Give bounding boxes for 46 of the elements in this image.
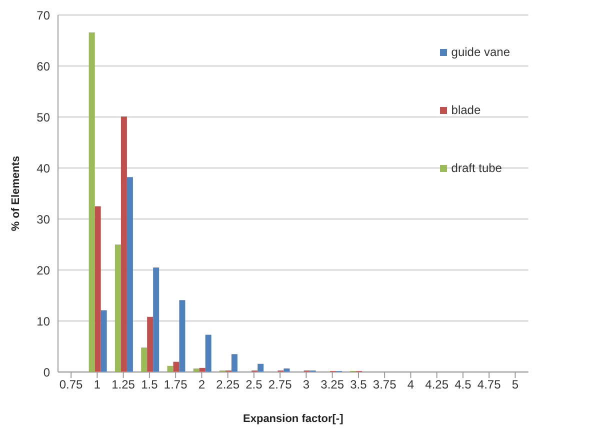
y-tick-label: 20 — [36, 263, 50, 278]
bar — [94, 206, 101, 372]
bar — [231, 354, 238, 372]
y-tick-label: 0 — [43, 365, 50, 380]
x-tick-label: 2.25 — [216, 378, 240, 392]
y-tick-label: 30 — [36, 212, 50, 226]
x-tick-label: 4.5 — [454, 378, 472, 392]
x-tick-label: 0.75 — [59, 378, 84, 392]
bar — [173, 362, 180, 372]
bar — [120, 116, 127, 372]
legend-label: guide vane — [451, 45, 510, 59]
x-tick-label: 1 — [94, 378, 101, 392]
x-tick-label: 4.25 — [425, 378, 449, 392]
x-tick-label: 2.75 — [268, 378, 292, 392]
x-tick-label: 5 — [512, 378, 519, 392]
x-tick-label: 2.5 — [246, 378, 263, 392]
legend-label: blade — [451, 103, 481, 117]
x-tick-label: 4.75 — [477, 378, 502, 392]
y-tick-label: 40 — [36, 161, 50, 176]
bar — [167, 366, 174, 372]
bar — [179, 300, 186, 372]
bar — [147, 316, 154, 372]
x-tick-label: 1.5 — [141, 378, 158, 392]
x-tick-label: 1.75 — [164, 378, 188, 392]
legend-label: draft tube — [451, 161, 502, 175]
bar — [141, 348, 148, 372]
x-tick-label: 3 — [302, 378, 310, 392]
x-tick-label: 3.25 — [320, 378, 344, 392]
y-tick-label: 50 — [36, 110, 50, 124]
x-tick-label: 1.25 — [112, 378, 136, 392]
y-tick-label: 10 — [36, 314, 50, 328]
bar — [258, 364, 264, 372]
x-axis-title: Expansion factor[-] — [243, 413, 344, 425]
x-tick-label: 4 — [407, 378, 414, 392]
y-axis-title: % of Elements — [10, 156, 22, 232]
x-tick-label: 3.75 — [372, 378, 397, 392]
y-tick-label: 60 — [36, 59, 50, 74]
bar — [114, 244, 121, 372]
bar — [100, 310, 107, 372]
x-tick-label: 3.5 — [350, 378, 368, 392]
bar — [126, 177, 133, 372]
y-tick-label: 70 — [36, 8, 50, 22]
bar — [205, 334, 212, 372]
bar — [88, 32, 95, 372]
bar — [153, 267, 160, 372]
x-tick-label: 2 — [198, 378, 206, 392]
